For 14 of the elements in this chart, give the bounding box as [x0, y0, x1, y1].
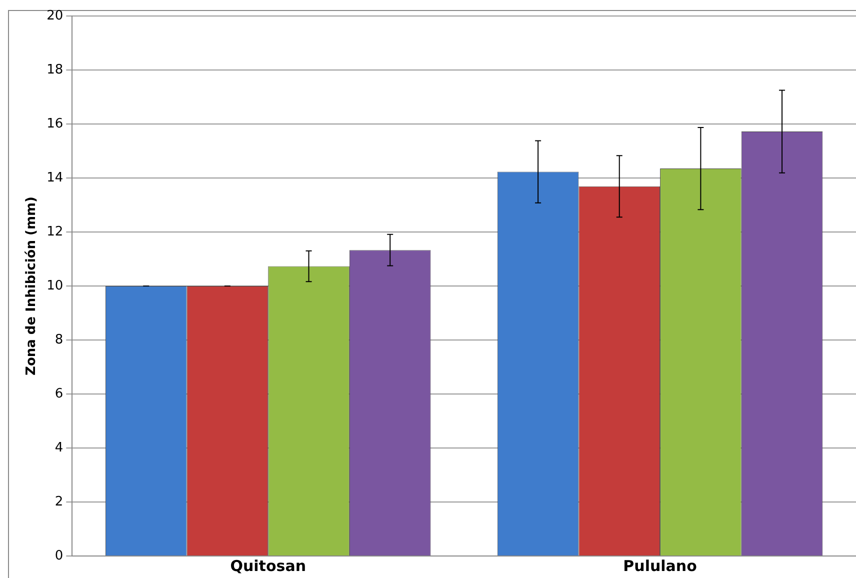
- y-tick-label: 4: [54, 440, 64, 456]
- x-tick-label: Pululano: [623, 556, 697, 575]
- y-tick-label: 0: [54, 548, 64, 564]
- y-tick-label: 20: [46, 8, 64, 24]
- y-tick-label: 6: [54, 386, 64, 402]
- y-tick-label: 16: [46, 116, 64, 132]
- y-tick-label: 18: [46, 62, 64, 78]
- y-tick-label: 12: [46, 224, 64, 240]
- y-tick-label: 10: [46, 278, 64, 294]
- y-axis-title: Zona de Inhibición (mm): [24, 196, 40, 376]
- x-tick-label: Quitosan: [230, 556, 306, 575]
- y-tick-label: 14: [46, 170, 64, 186]
- y-tick-label: 8: [54, 332, 64, 348]
- y-tick-label: 2: [54, 494, 64, 510]
